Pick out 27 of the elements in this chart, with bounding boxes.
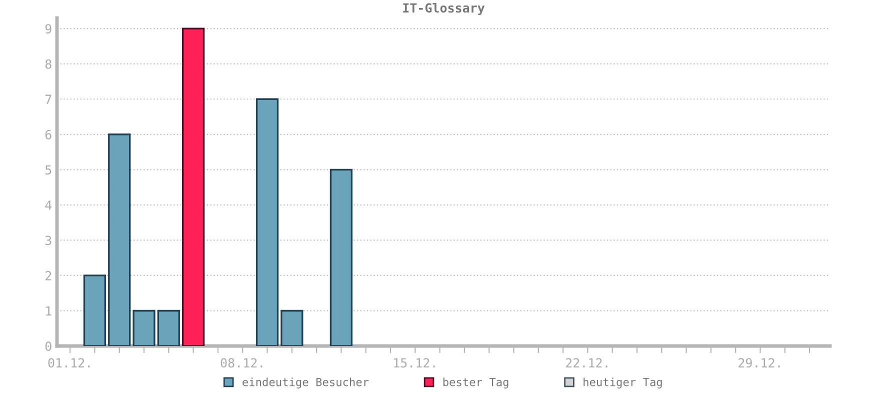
y-tick-label: 1 [46,306,52,316]
bar [182,28,205,346]
bar [132,310,156,346]
y-tick-label: 5 [45,165,52,175]
bar [108,134,131,346]
y-tick-label: 6 [45,130,52,140]
x-tick-label: 22.12. [566,358,608,368]
y-tick-label: 2 [46,270,52,280]
bar [157,310,180,346]
bar [280,310,304,346]
y-tick-label: 8 [45,59,52,69]
legend-label: bester Tag [443,378,508,388]
x-tick-label: 01.12. [48,358,90,368]
y-tick-label: 9 [45,24,52,34]
x-tick-label: 08.12. [220,358,262,368]
y-tick-label: 7 [45,94,52,104]
bar [83,274,106,346]
bar [256,98,279,346]
y-tick-label: 4 [45,200,52,210]
x-tick-label: 29.12. [738,358,780,368]
bar [330,168,353,346]
y-tick-label: 3 [45,236,52,246]
y-tick-label: 0 [45,342,52,351]
chart-title: IT-Glossary [403,2,485,16]
legend-label: heutiger Tag [584,378,662,388]
legend-label: eindeutige Besucher [242,378,369,388]
x-tick-label: 15.12. [394,358,435,368]
